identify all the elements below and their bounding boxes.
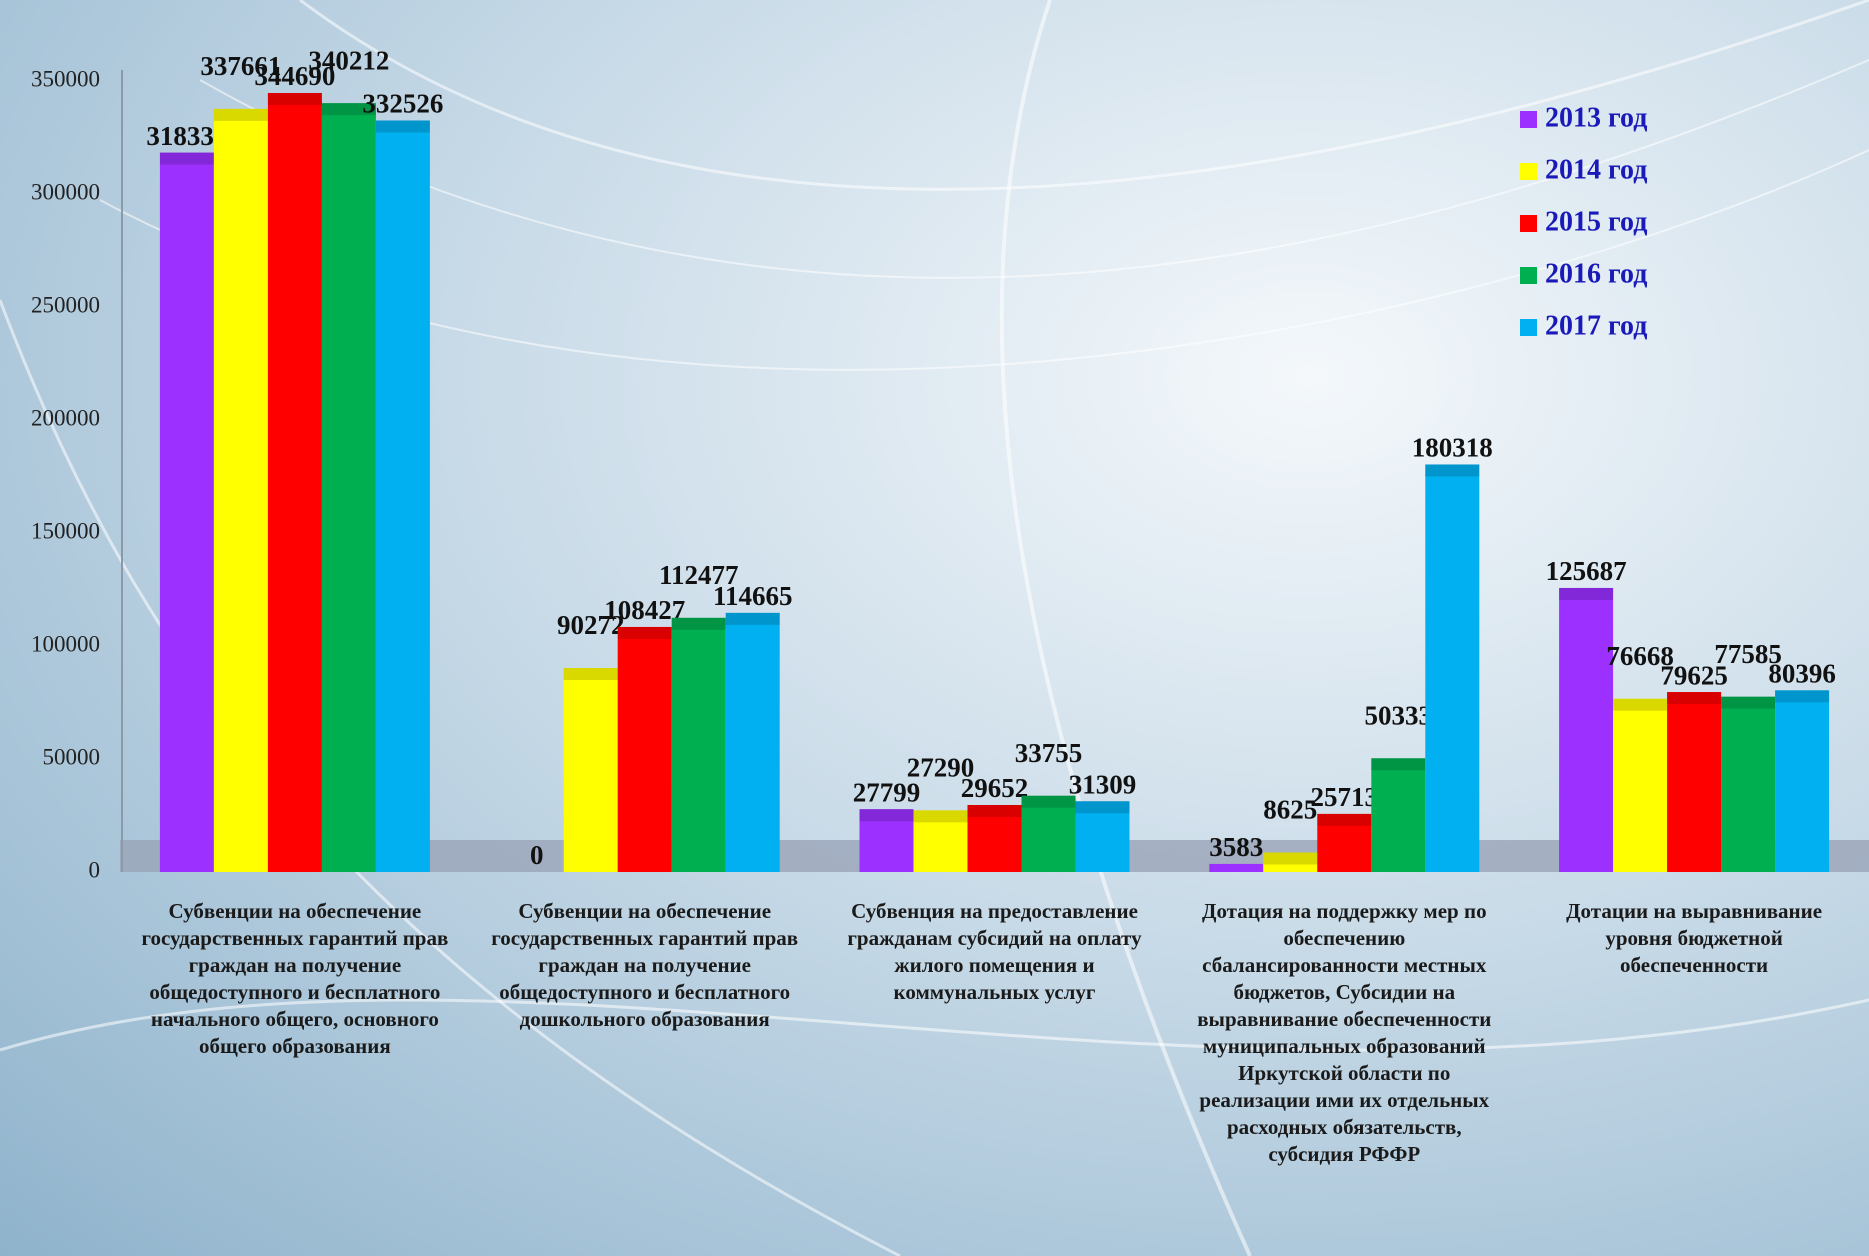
bar-top-shade — [1667, 692, 1722, 705]
value-label: 0 — [530, 840, 544, 870]
legend-label: 2014 год — [1545, 154, 1647, 185]
bar-top-shade — [1613, 698, 1668, 711]
value-label: 50333 — [1365, 700, 1433, 730]
bar-top-shade — [1021, 795, 1076, 808]
value-label: 27290 — [907, 753, 975, 783]
bar — [967, 804, 1022, 872]
value-label: 80396 — [1768, 659, 1836, 689]
bar — [1613, 698, 1668, 872]
bar — [1559, 587, 1614, 872]
bar-top-shade — [725, 612, 780, 625]
bar — [213, 108, 268, 873]
legend-label: 2016 год — [1545, 258, 1647, 289]
value-label: 340212 — [308, 45, 389, 75]
bar — [1775, 690, 1830, 872]
bar-top-shade — [859, 809, 914, 822]
legend-swatch — [1520, 163, 1537, 180]
legend-label: 2013 год — [1545, 102, 1647, 133]
bar-top-shade — [1317, 813, 1372, 826]
bar — [159, 152, 214, 872]
value-label: 79625 — [1660, 660, 1728, 690]
bar-top-shade — [617, 626, 672, 639]
legend-label: 2017 год — [1545, 310, 1647, 341]
bar — [1425, 464, 1480, 872]
x-tick-label: Дотация на поддержку мер по обеспечению … — [1197, 899, 1492, 1166]
bar-top-shade — [159, 152, 214, 165]
value-label: 29652 — [961, 773, 1029, 803]
y-tick-label: 50000 — [43, 744, 101, 769]
legend-swatch — [1520, 319, 1537, 336]
value-label: 3583 — [1209, 832, 1263, 862]
bar-top-shade — [967, 804, 1022, 817]
value-label: 76668 — [1606, 641, 1674, 671]
legend-label: 2015 год — [1545, 206, 1647, 237]
value-label: 114665 — [713, 581, 793, 611]
bar-top-shade — [1775, 690, 1830, 703]
bar — [321, 103, 376, 873]
bar — [859, 809, 914, 872]
bar — [725, 612, 780, 872]
bar — [1021, 795, 1076, 872]
legend-swatch — [1520, 215, 1537, 232]
bar-top-shade — [913, 810, 968, 823]
value-label: 27799 — [853, 777, 921, 807]
value-label: 125687 — [1546, 556, 1627, 586]
bar-top-shade — [1721, 696, 1776, 709]
y-tick-label: 100000 — [31, 631, 100, 656]
value-label: 337661 — [200, 51, 281, 81]
value-label: 344690 — [254, 61, 335, 91]
bar — [1371, 758, 1426, 872]
bar — [1667, 692, 1722, 872]
bar-top-shade — [321, 103, 376, 116]
bar-top-shade — [1559, 587, 1614, 600]
bar — [375, 120, 430, 873]
value-label: 77585 — [1714, 639, 1782, 669]
value-label: 90272 — [557, 610, 625, 640]
bar-top-shade — [1425, 464, 1480, 477]
bar-top-shade — [1371, 758, 1426, 771]
bar-top-shade — [213, 108, 268, 121]
y-tick-label: 350000 — [31, 66, 100, 91]
bar — [1075, 801, 1130, 872]
bar — [1209, 863, 1264, 872]
bar-top-shade — [563, 667, 618, 680]
bar — [617, 626, 672, 872]
x-tick-label: Дотации на выравнивание уровня бюджетной… — [1566, 899, 1823, 977]
y-tick-label: 0 — [89, 857, 101, 882]
value-label: 180318 — [1412, 433, 1493, 463]
value-label: 33755 — [1015, 738, 1083, 768]
x-tick-label: Субвенции на обеспечение государственных… — [141, 899, 449, 1058]
bar — [671, 617, 726, 872]
x-tick-label: Субвенции на обеспечение государственных… — [491, 899, 799, 1031]
bar — [1263, 852, 1318, 872]
legend-swatch — [1520, 111, 1537, 128]
x-tick-label: Субвенция на предоставление гражданам су… — [847, 899, 1142, 1004]
value-label: 332526 — [362, 89, 443, 119]
value-label: 112477 — [659, 560, 739, 590]
y-tick-label: 300000 — [31, 179, 100, 204]
y-tick-label: 150000 — [31, 518, 100, 543]
bar — [267, 93, 322, 872]
bar-top-shade — [267, 93, 322, 106]
y-tick-label: 250000 — [31, 292, 100, 317]
bar-top-shade — [1263, 852, 1318, 865]
bar-top-shade — [1075, 801, 1130, 814]
bar-top-shade — [375, 120, 430, 133]
y-tick-label: 200000 — [31, 405, 100, 430]
bar — [1721, 696, 1776, 872]
value-label: 31309 — [1069, 769, 1137, 799]
value-label: 25713 — [1311, 782, 1379, 812]
bar — [1317, 813, 1372, 872]
bar — [563, 667, 618, 872]
bar — [913, 810, 968, 872]
value-label: 8625 — [1263, 795, 1317, 825]
legend-swatch — [1520, 267, 1537, 284]
bar-top-shade — [671, 617, 726, 630]
